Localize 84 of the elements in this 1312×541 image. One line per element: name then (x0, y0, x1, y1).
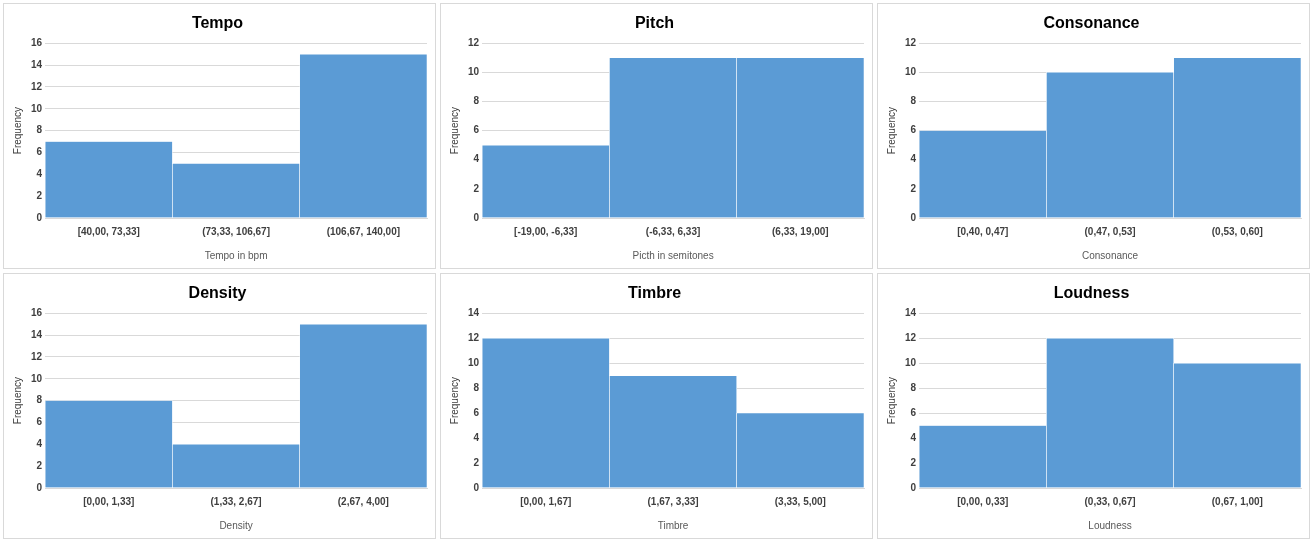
y-tick-label: 8 (36, 124, 43, 136)
x-axis-title: Density (219, 519, 253, 531)
y-tick-label: 8 (36, 394, 43, 406)
y-tick-label: 6 (36, 416, 43, 428)
y-tick-label: 4 (473, 431, 480, 443)
y-tick-label: 12 (468, 36, 480, 48)
x-tick-label: (0,53, 0,60] (1211, 225, 1263, 237)
chart-title: Loudness (1053, 284, 1130, 302)
y-tick-label: 4 (36, 438, 43, 450)
chart-title: Pitch (634, 14, 675, 32)
y-tick-label: 8 (473, 381, 480, 393)
x-tick-label: [0,00, 0,33] (957, 495, 1009, 507)
x-axis-title: Loudness (1088, 519, 1132, 531)
x-axis-title: Picth in semitones (632, 249, 714, 261)
y-tick-label: 2 (36, 459, 43, 471)
y-tick-label: 4 (910, 153, 917, 165)
x-tick-label: [40,00, 73,33] (77, 225, 140, 237)
y-tick-label: 2 (473, 182, 480, 194)
y-tick-label: 0 (36, 211, 43, 223)
x-tick-label: (3,33, 5,00] (774, 495, 826, 507)
x-tick-label: (0,33, 0,67] (1084, 495, 1136, 507)
x-tick-label: (73,33, 106,67] (202, 225, 270, 237)
y-tick-label: 10 (905, 356, 917, 368)
x-tick-label: (2,67, 4,00] (337, 495, 389, 507)
x-tick-label: [0,00, 1,67] (520, 495, 572, 507)
x-tick-label: (1,67, 3,33] (647, 495, 699, 507)
chart-title: Tempo (191, 14, 244, 32)
y-tick-label: 12 (905, 36, 917, 48)
x-tick-label: (106,67, 140,00] (326, 225, 401, 237)
chart-title: Timbre (627, 284, 682, 302)
y-tick-label: 10 (31, 372, 43, 384)
y-tick-label: 0 (910, 211, 917, 223)
x-tick-label: [0,40, 0,47] (957, 225, 1009, 237)
y-tick-label: 0 (473, 481, 480, 493)
x-tick-label: (0,47, 0,53] (1084, 225, 1136, 237)
y-tick-label: 6 (36, 146, 43, 158)
x-axis-title: Timbre (657, 519, 689, 531)
y-tick-label: 8 (473, 95, 480, 107)
y-tick-label: 14 (31, 328, 43, 340)
y-tick-label: 0 (36, 481, 43, 493)
y-axis-title: Frequency (885, 106, 897, 155)
y-tick-label: 0 (473, 211, 480, 223)
y-tick-label: 14 (31, 58, 43, 70)
y-tick-label: 10 (468, 356, 480, 368)
y-tick-label: 2 (36, 189, 43, 201)
x-tick-label: (1,33, 2,67] (210, 495, 262, 507)
y-tick-label: 12 (905, 331, 917, 343)
y-tick-label: 6 (473, 406, 480, 418)
y-axis-title: Frequency (885, 376, 897, 425)
y-tick-label: 6 (910, 124, 917, 136)
x-tick-label: (-6,33, 6,33] (645, 225, 701, 237)
chart-title: Density (188, 284, 247, 302)
y-tick-label: 2 (910, 456, 917, 468)
y-axis-title: Frequency (11, 376, 23, 425)
y-tick-label: 16 (31, 306, 43, 318)
y-tick-label: 14 (905, 306, 917, 318)
y-tick-label: 12 (468, 331, 480, 343)
x-axis-title: Consonance (1081, 249, 1139, 261)
y-tick-label: 12 (31, 350, 43, 362)
y-axis-title: Frequency (448, 376, 460, 425)
y-tick-label: 2 (473, 456, 480, 468)
y-tick-label: 10 (31, 102, 43, 114)
x-tick-label: [-19,00, -6,33] (514, 225, 578, 237)
chart-title: Consonance (1043, 14, 1140, 32)
y-tick-label: 6 (473, 124, 480, 136)
y-tick-label: 8 (910, 95, 917, 107)
y-tick-label: 16 (31, 36, 43, 48)
y-tick-label: 4 (910, 431, 917, 443)
y-tick-label: 12 (31, 80, 43, 92)
x-axis-title: Tempo in bpm (204, 249, 268, 261)
y-axis-title: Frequency (11, 106, 23, 155)
y-tick-label: 4 (473, 153, 480, 165)
y-tick-label: 8 (910, 381, 917, 393)
x-tick-label: [0,00, 1,33] (83, 495, 135, 507)
y-tick-label: 4 (36, 168, 43, 180)
x-tick-label: (0,67, 1,00] (1211, 495, 1263, 507)
y-tick-label: 14 (468, 306, 480, 318)
y-tick-label: 10 (905, 66, 917, 78)
y-tick-label: 6 (910, 406, 917, 418)
y-tick-label: 10 (468, 66, 480, 78)
x-tick-label: (6,33, 19,00] (771, 225, 829, 237)
y-axis-title: Frequency (448, 106, 460, 155)
y-tick-label: 0 (910, 481, 917, 493)
y-tick-label: 2 (910, 182, 917, 194)
